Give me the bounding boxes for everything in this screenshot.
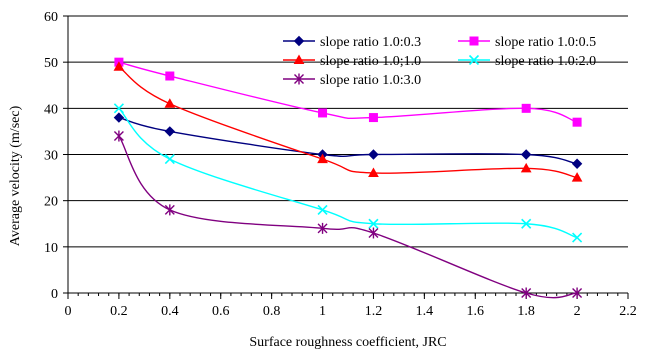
x-tick-label: 1.6	[467, 304, 485, 319]
data-point-series-4-stroke	[113, 103, 124, 114]
legend-label-2: slope ratio 1.0:0.5	[495, 35, 596, 50]
x-tick-label: 0.6	[212, 304, 230, 319]
y-tick-label: 50	[44, 56, 58, 71]
data-point-series-5	[317, 222, 328, 234]
legend-label-4: slope ratio 1.0:2.0	[495, 54, 596, 69]
data-point-series-3	[317, 153, 328, 164]
y-tick-label: 30	[44, 149, 58, 164]
y-axis-title: Average velocity (m/sec)	[8, 105, 23, 246]
series-lines	[118, 61, 578, 299]
legend-label-3: slope ratio 1.0;1.0	[320, 54, 421, 69]
data-point-series-4-stroke	[521, 218, 532, 229]
x-tick-labels: 0 0.2 0.4 0.6 0.8 1 1.2 1.4 1.6 1.8 2 2.2	[65, 304, 637, 319]
data-point-series-4	[164, 154, 175, 165]
data-point-series-1	[520, 149, 532, 160]
x-tick-label: 0.2	[110, 304, 128, 319]
x-tick-label: 0.4	[161, 304, 179, 319]
data-point-series-4	[317, 204, 328, 215]
y-tick-labels: 0 10 20 30 40 50 60	[44, 10, 58, 302]
series-markers	[113, 57, 583, 299]
y-tick-label: 20	[44, 195, 58, 210]
x-axis-title: Surface roughness coefficient, JRC	[249, 335, 446, 350]
data-point-series-3	[520, 162, 532, 173]
data-point-series-5	[521, 287, 532, 299]
data-point-series-4	[521, 218, 532, 229]
data-point-series-4	[368, 218, 379, 229]
data-point-series-5	[164, 204, 175, 216]
legend-label-5: slope ratio 1.0:3.0	[320, 73, 421, 88]
x-tick-label: 2	[574, 304, 581, 319]
data-point-series-5	[368, 227, 379, 239]
legend: slope ratio 1.0:0.3 slope ratio 1.0:0.5 sl…	[283, 35, 596, 88]
y-tick-label: 10	[44, 241, 58, 256]
data-point-series-5	[572, 287, 583, 299]
legend-marker-1	[293, 35, 305, 47]
data-point-series-4-stroke	[164, 154, 175, 165]
series-line-4	[118, 107, 578, 239]
data-point-series-4-stroke	[368, 218, 379, 229]
data-point-series-4-stroke	[572, 232, 583, 243]
data-point-series-1	[113, 112, 125, 123]
data-point-series-3	[368, 167, 379, 177]
legend-marker-2	[469, 36, 479, 46]
series-line-2	[118, 61, 578, 123]
x-tick-label: 2.2	[619, 304, 637, 319]
series-line-5	[118, 135, 578, 299]
legend-marker-4	[468, 54, 480, 66]
data-point-series-1	[368, 149, 379, 160]
x-tick-label: 1.8	[517, 304, 535, 319]
x-tick-label: 0.8	[263, 304, 281, 319]
legend-marker-5	[294, 73, 304, 85]
data-point-series-4	[572, 232, 583, 243]
data-point-series-5	[113, 130, 124, 142]
y-tick-label: 40	[44, 102, 58, 117]
data-point-series-2	[368, 113, 378, 123]
data-point-series-3	[113, 61, 125, 71]
data-point-series-2	[165, 71, 175, 81]
data-point-series-2	[318, 108, 328, 118]
legend-label-1: slope ratio 1.0:0.3	[320, 35, 421, 50]
y-tick-label: 0	[51, 287, 58, 302]
y-tick-label: 60	[44, 10, 58, 25]
data-point-series-4-stroke	[317, 204, 328, 215]
series-line-1	[118, 116, 578, 165]
data-point-series-1	[571, 158, 583, 169]
data-point-series-2	[572, 117, 582, 127]
x-tick-label: 1.4	[416, 304, 434, 319]
data-point-series-3	[164, 98, 176, 108]
axes	[67, 16, 628, 294]
data-point-series-1	[164, 126, 176, 137]
data-point-series-3	[571, 172, 583, 182]
x-tick-label: 0	[65, 304, 72, 319]
legend-marker-4-stroke	[468, 54, 480, 66]
x-tick-label: 1.2	[365, 304, 383, 319]
x-tick-label: 1	[319, 304, 326, 319]
data-point-series-2	[521, 103, 531, 113]
data-point-series-4	[113, 103, 124, 114]
legend-marker-3	[293, 54, 305, 64]
